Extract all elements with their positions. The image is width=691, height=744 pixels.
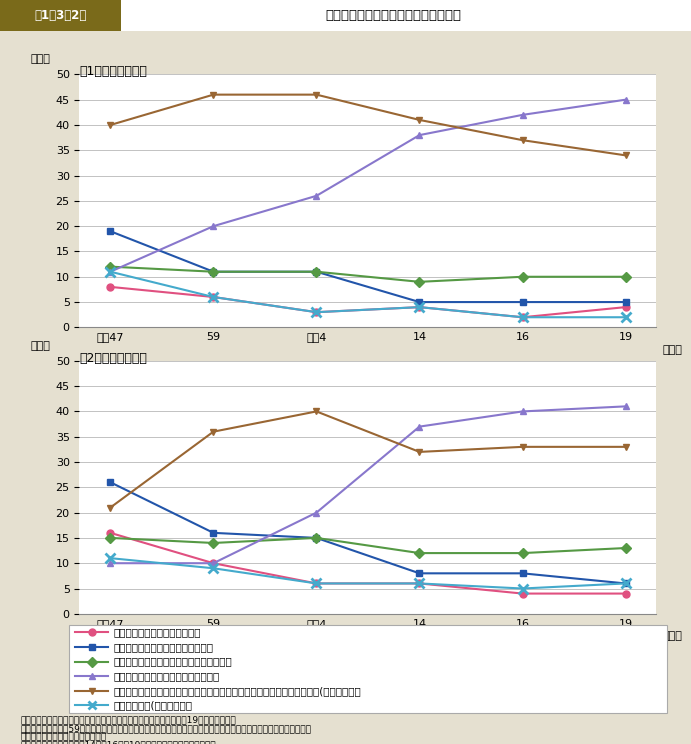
Text: 子どもができるまでは職業をもつ方がよい: 子どもができるまでは職業をもつ方がよい (114, 656, 233, 667)
Text: （％）: （％） (30, 54, 50, 64)
Text: わからない（(備考）３．）: わからない（(備考）３．） (114, 700, 193, 711)
Text: 結婚するまでは職業をもつ方がよい: 結婚するまでは職業をもつ方がよい (114, 642, 214, 652)
Bar (121, 0, 691, 31)
Text: もつほうがよい」。: もつほうがよい」。 (21, 732, 106, 741)
Text: （年）: （年） (662, 632, 682, 641)
Text: 女性は職業をもたない方がよい: 女性は職業をもたない方がよい (114, 627, 202, 638)
Bar (0, 0, 121, 31)
Text: （年）: （年） (662, 345, 682, 355)
Text: 子どもができてもずっと職業を続ける: 子どもができてもずっと職業を続ける (114, 671, 220, 682)
Text: （備考）　１．内閣府「男女共同参画社会に関する世論調査」（平成19年）より作成。: （備考） １．内閣府「男女共同参画社会に関する世論調査」（平成19年）より作成。 (21, 716, 236, 725)
Text: 子どもができたら職業をやめ，大きくなったら再び職業をもつ方がよい（(備考）２．）: 子どもができたら職業をやめ，大きくなったら再び職業をもつ方がよい（(備考）２．） (114, 686, 361, 696)
Text: ２．昭和59年の設問では，「職業をもち，結婚や出産などで一時期家庭に入り，育児が終わると再び職業を: ２．昭和59年の設問では，「職業をもち，結婚や出産などで一時期家庭に入り，育児が… (21, 724, 312, 733)
Text: （2）　男性の考え: （2） 男性の考え (79, 352, 147, 365)
Text: （1）　女性の考え: （1） 女性の考え (79, 65, 147, 78)
Text: （％）: （％） (30, 341, 50, 350)
Text: ３．平成４年，14年，16年，19年は「その他・わからない」。: ３．平成４年，14年，16年，19年は「その他・わからない」。 (21, 740, 216, 744)
Text: 女性が職業を持つことについての考え: 女性が職業を持つことについての考え (326, 9, 462, 22)
Text: 第1－3－2図: 第1－3－2図 (35, 9, 87, 22)
